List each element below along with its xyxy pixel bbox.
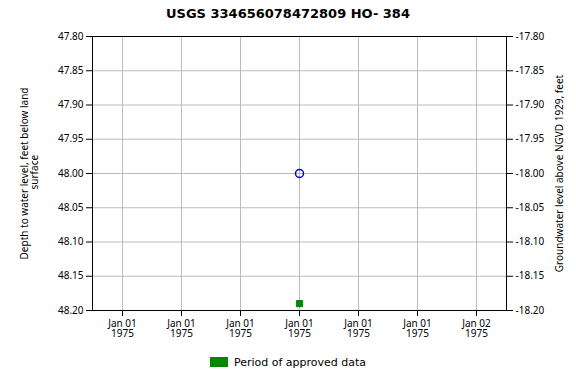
svg-text:Jan 011975: Jan 011975: [107, 316, 137, 340]
svg-text:-18.05: -18.05: [516, 200, 545, 214]
svg-text:-17.90: -17.90: [516, 97, 545, 111]
svg-text:47.90: 47.90: [58, 97, 84, 111]
svg-text:47.80: 47.80: [58, 29, 84, 43]
svg-text:-17.95: -17.95: [516, 131, 545, 145]
svg-text:Jan 021975: Jan 021975: [461, 316, 491, 340]
svg-text:48.20: 48.20: [58, 303, 84, 317]
svg-text:47.95: 47.95: [58, 131, 84, 145]
svg-text:Depth to water level, feet bel: Depth to water level, feet below land su…: [17, 88, 41, 260]
svg-text:48.00: 48.00: [58, 166, 84, 180]
svg-text:-18.00: -18.00: [516, 166, 545, 180]
svg-text:47.85: 47.85: [58, 63, 84, 77]
svg-text:48.15: 48.15: [58, 268, 84, 282]
html-text:USGS 334656078472809 HO- 384: USGS 334656078472809 HO- 384: [166, 6, 410, 21]
svg-text:48.10: 48.10: [58, 234, 84, 248]
html-text:Period of approved data: Period of approved data: [233, 355, 367, 369]
svg-text:Jan 011975: Jan 011975: [166, 316, 196, 340]
svg-text:Jan 011975: Jan 011975: [225, 316, 255, 340]
svg-text:-18.15: -18.15: [516, 268, 545, 282]
svg-text:48.05: 48.05: [58, 200, 84, 214]
svg-text:-18.20: -18.20: [516, 303, 545, 317]
svg-text:Jan 011975: Jan 011975: [343, 316, 373, 340]
svg-text:Jan 011975: Jan 011975: [402, 316, 432, 340]
svg-text:Groundwater level above NGVD 1: Groundwater level above NGVD 1929, feet: [552, 74, 566, 272]
svg-text:-18.10: -18.10: [516, 234, 545, 248]
svg-text:-17.80: -17.80: [516, 29, 545, 43]
svg-text:Jan 011975: Jan 011975: [284, 316, 314, 340]
svg-text:-17.85: -17.85: [516, 63, 545, 77]
